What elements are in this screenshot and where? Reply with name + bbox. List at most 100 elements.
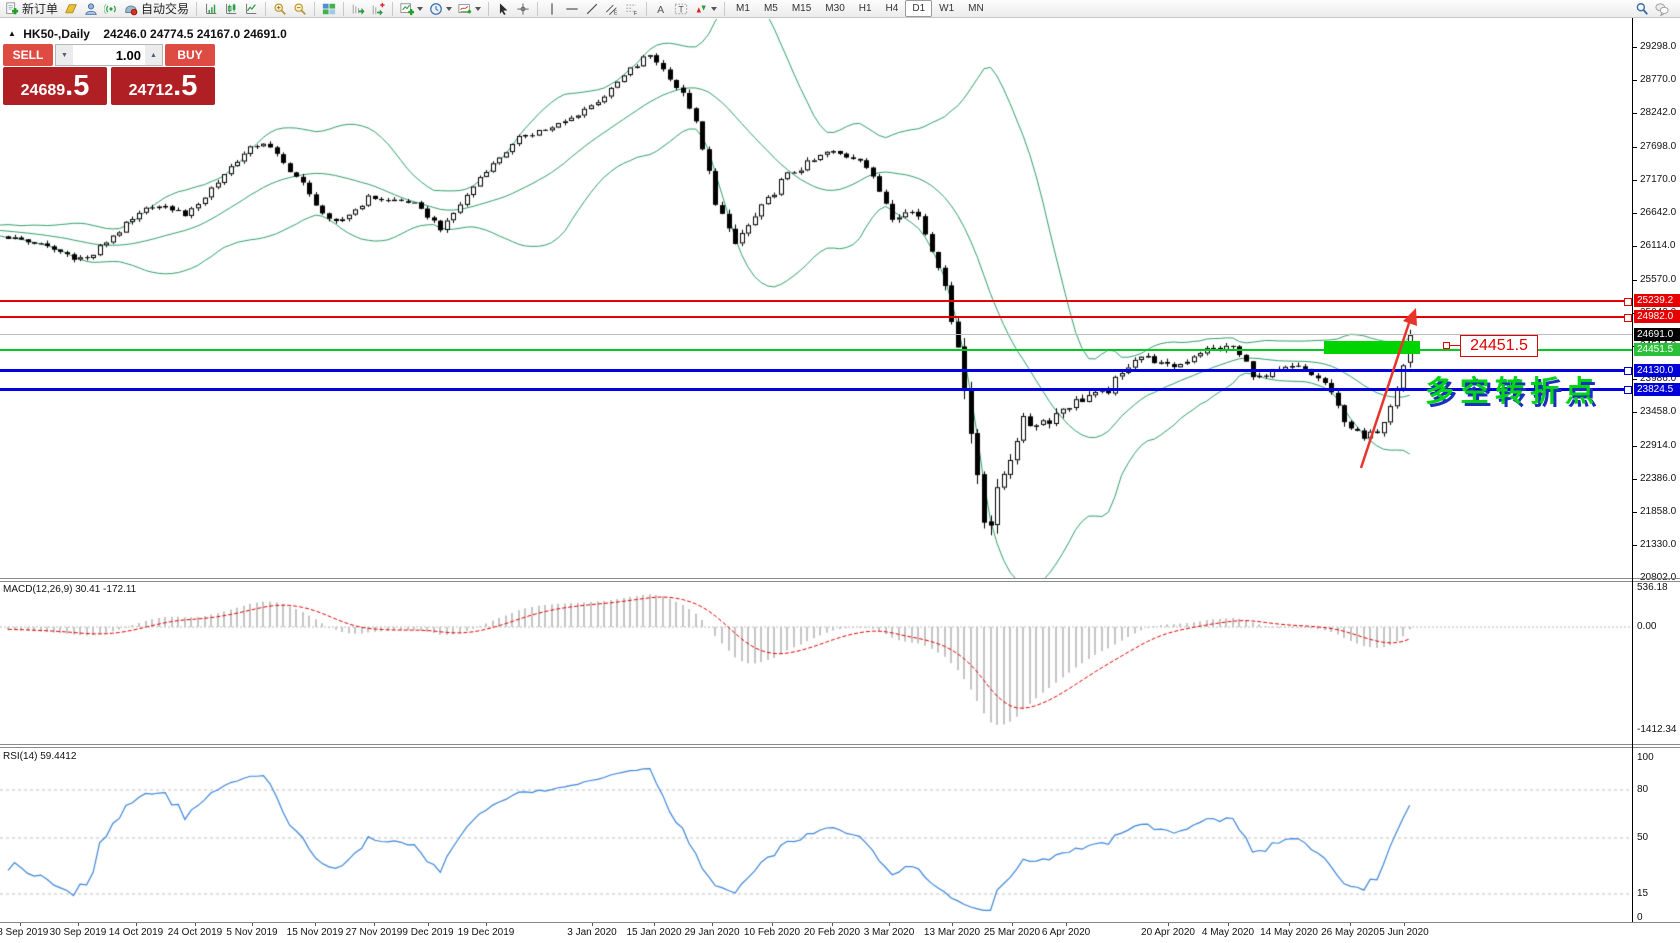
shift-icon	[372, 2, 385, 16]
templates-button[interactable]	[455, 1, 484, 17]
sell-price[interactable]: 24689 .5	[3, 67, 107, 105]
sell-button[interactable]: SELL	[3, 44, 53, 66]
profile-button[interactable]	[81, 1, 101, 17]
time-tick-label: 14 May 2020	[1260, 927, 1318, 938]
level-line-24691[interactable]	[0, 334, 1632, 336]
vertical-line-button[interactable]	[542, 1, 562, 17]
chat-icon	[1655, 2, 1669, 16]
pane-separator	[0, 581, 1680, 582]
textT-icon: T	[674, 3, 688, 14]
timeframe-m5-button[interactable]: M5	[763, 3, 778, 14]
volume-input[interactable]	[73, 45, 145, 65]
bar-chart-button[interactable]	[201, 1, 221, 17]
periods-button[interactable]	[426, 1, 455, 17]
level-line-24130[interactable]	[0, 368, 1632, 372]
candles-icon	[226, 3, 237, 14]
pane-separator[interactable]	[0, 744, 1680, 745]
price-tick-label: 22386.0	[1640, 473, 1677, 484]
level-line-24982[interactable]	[0, 315, 1632, 318]
timeframe-h1-button[interactable]: H1	[858, 3, 872, 14]
time-tick-label: 18 Sep 2019	[0, 927, 49, 938]
chevron-down-icon[interactable]	[417, 6, 424, 11]
market-watch-button[interactable]	[61, 1, 81, 17]
chat-button[interactable]	[1652, 1, 1672, 17]
indicators-icon	[400, 2, 415, 15]
pane-separator[interactable]	[0, 578, 1680, 579]
timeframe-d1-button[interactable]: D1	[905, 0, 933, 17]
fibonacci-button[interactable]: F	[622, 1, 642, 17]
level-line-handle[interactable]	[1624, 297, 1632, 306]
rsi-scale-label: 100	[1637, 752, 1654, 763]
volume-decrease-button[interactable]: ▼	[56, 45, 73, 65]
green-highlight-rectangle[interactable]	[1324, 341, 1420, 354]
fibo-icon: F	[626, 4, 638, 16]
zoom-out-button[interactable]	[290, 1, 310, 17]
trendline-button[interactable]	[582, 1, 602, 17]
level-line-24451.5[interactable]	[0, 348, 1632, 351]
time-tick-mark	[712, 922, 713, 926]
bars-icon	[206, 3, 217, 14]
arrows-button[interactable]	[691, 1, 720, 17]
line-chart-button[interactable]	[241, 1, 261, 17]
price-tick-label: 21330.0	[1640, 539, 1677, 550]
toolbar-separator	[392, 1, 394, 16]
text-label-button[interactable]: T	[671, 1, 691, 17]
time-tick-mark	[1289, 922, 1290, 926]
indicators-button[interactable]	[397, 1, 426, 17]
signals-button[interactable]	[101, 1, 121, 17]
level-line-25239.2[interactable]	[0, 299, 1632, 302]
price-badge: 24982.0	[1634, 310, 1680, 324]
buy-button[interactable]: BUY	[165, 44, 215, 66]
level-line-handle[interactable]	[1624, 386, 1632, 395]
chevron-down-icon[interactable]	[711, 6, 718, 11]
crosshair-button[interactable]	[513, 1, 533, 17]
price-callout-box[interactable]: 24451.5	[1460, 335, 1538, 357]
cursor-button[interactable]	[493, 1, 513, 17]
timeframe-h4-button[interactable]: H4	[885, 3, 899, 14]
search-button[interactable]	[1632, 1, 1652, 17]
price-tick-mark	[1632, 147, 1637, 148]
price-tick-mark	[1632, 446, 1637, 447]
zoom-in-button[interactable]	[270, 1, 290, 17]
volume-increase-button[interactable]: ▲	[145, 45, 162, 65]
price-tick-mark	[1632, 113, 1637, 114]
buy-price[interactable]: 24712 .5	[111, 67, 215, 105]
rsi-scale-label: 15	[1637, 888, 1649, 899]
text-button[interactable]: A	[651, 1, 671, 17]
price-tick-mark	[1632, 80, 1637, 81]
chart-shift-button[interactable]	[368, 1, 388, 17]
candlestick-chart-button[interactable]	[221, 1, 241, 17]
timeframe-m1-button[interactable]: M1	[736, 3, 750, 14]
timeframe-w1-button[interactable]: W1	[939, 3, 955, 14]
window-collapse-icon[interactable]: ▲	[8, 29, 16, 38]
chart-title: ▲ HK50-,Daily 24246.0 24774.5 24167.0 24…	[8, 27, 287, 41]
new-order-button[interactable]: 新订单	[2, 1, 61, 17]
chevron-down-icon[interactable]	[475, 6, 482, 11]
tile-windows-button[interactable]	[319, 1, 339, 17]
chevron-down-icon[interactable]	[446, 6, 453, 11]
toolbar-separator	[343, 1, 345, 16]
timeframe-mn-button[interactable]: MN	[968, 3, 984, 14]
macd-scale-label: -1412.34	[1637, 724, 1677, 736]
chinese-annotation[interactable]: 多空转折点	[1425, 376, 1601, 408]
signal-icon	[104, 3, 116, 14]
timeframe-m15-button[interactable]: M15	[791, 3, 812, 14]
tiles-icon	[322, 3, 336, 14]
template-icon	[458, 3, 472, 13]
time-tick-mark	[374, 922, 375, 926]
level-line-handle[interactable]	[1624, 313, 1632, 322]
hline-icon	[566, 7, 578, 10]
sell-price-frac: .5	[65, 70, 90, 102]
time-tick-mark	[20, 922, 21, 926]
horizontal-line-button[interactable]	[562, 1, 582, 17]
level-line-23824.5[interactable]	[0, 387, 1632, 391]
price-badge: 25239.2	[1634, 294, 1680, 308]
price-badge: 23824.5	[1634, 382, 1680, 396]
crosshair-icon	[517, 2, 529, 15]
autotrading-button[interactable]: 自动交易	[121, 1, 192, 17]
level-line-handle[interactable]	[1624, 367, 1632, 375]
equidistant-channel-button[interactable]: E	[602, 1, 622, 17]
auto-scroll-button[interactable]	[348, 1, 368, 17]
timeframe-m30-button[interactable]: M30	[825, 3, 845, 14]
